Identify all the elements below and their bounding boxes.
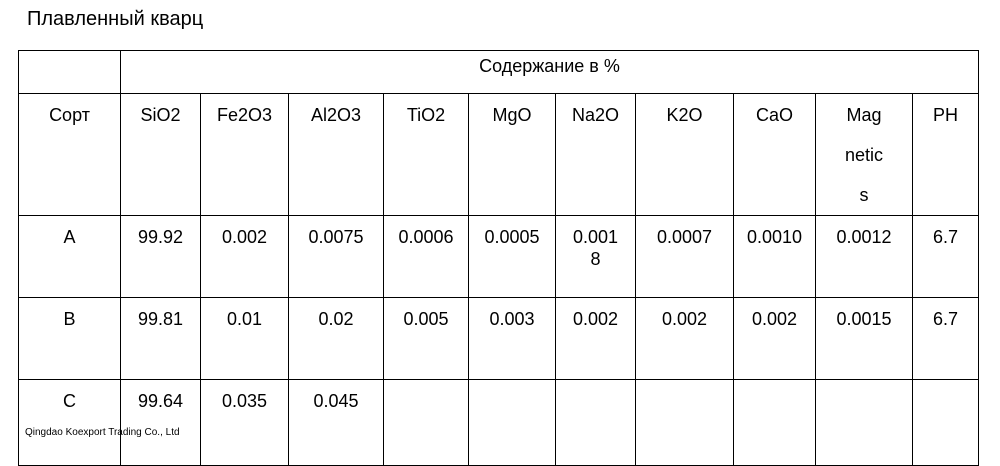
table-cell: 99.92 (120, 215, 201, 298)
table-row: C 99.64 0.035 0.045 (18, 379, 979, 466)
table-cell: B (18, 297, 121, 380)
header-cell: Magnetics (815, 93, 913, 216)
table-cell: 0.002 (200, 215, 289, 298)
header-cell: Сорт (18, 93, 121, 216)
header-text: Fe2O3 (216, 105, 273, 125)
header-cell: CaO (733, 93, 816, 216)
table-cell: 0.045 (288, 379, 384, 466)
cell-text: 0.02 (318, 309, 354, 329)
cell-text: 0.005 (403, 309, 449, 329)
composition-table: Содержание в % Сорт SiO2 Fe2O3 Al2O3 TiO2 MgO N… (18, 50, 979, 466)
cell-text: 0.002 (572, 309, 619, 329)
header-cell: Al2O3 (288, 93, 384, 216)
table-cell: 0.0007 (635, 215, 734, 298)
table-cell: 0.002 (733, 297, 816, 380)
cell-text: 0.0010 (746, 227, 803, 247)
table-cell: 99.81 (120, 297, 201, 380)
table-cell: 0.0018 (555, 215, 636, 298)
table-cell: 0.0006 (383, 215, 469, 298)
header-text: CaO (755, 105, 793, 125)
cell-text: 0.01 (226, 309, 263, 329)
table-cell: 0.0012 (815, 215, 913, 298)
cell-text: 0.035 (221, 391, 268, 411)
header-text: TiO2 (406, 105, 446, 125)
table-cell (912, 379, 979, 466)
table-cell: 0.0075 (288, 215, 384, 298)
table-row: B 99.81 0.01 0.02 0.005 0.003 0.002 0.002 0.002 0… (18, 297, 979, 380)
header-text: Al2O3 (310, 105, 362, 125)
cell-text: 0.002 (661, 309, 708, 329)
table-cell: 0.005 (383, 297, 469, 380)
header-cell: MgO (468, 93, 556, 216)
table-cell: 0.01 (200, 297, 289, 380)
table-row: A 99.92 0.002 0.0075 0.0006 0.0005 0.0018 0.000… (18, 215, 979, 298)
cell-text: 0.002 (751, 309, 798, 329)
table-cell: 6.7 (912, 215, 979, 298)
table-cell (18, 50, 121, 94)
table-cell: 0.0005 (468, 215, 556, 298)
page: {"title": "Плавленный кварц", "table": {… (18, 8, 979, 466)
table-row: Сорт SiO2 Fe2O3 Al2O3 TiO2 MgO Na2O K2O CaO Magne… (18, 93, 979, 216)
header-text: Magnetics (844, 105, 884, 205)
header-text: MgO (492, 105, 532, 125)
table-cell: 99.64 (120, 379, 201, 466)
cell-text: 99.92 (137, 227, 184, 247)
table-cell (733, 379, 816, 466)
cell-text: 0.002 (221, 227, 268, 247)
cell-text: C (63, 391, 76, 411)
table-cell: 0.002 (635, 297, 734, 380)
header-text: SiO2 (140, 105, 181, 125)
cell-text: A (63, 227, 76, 247)
cell-text: B (63, 309, 76, 329)
header-text: PH (932, 105, 958, 125)
header-text: Сорт (49, 105, 90, 125)
cell-text: 0.0006 (398, 227, 454, 247)
header-cell: Na2O (555, 93, 636, 216)
table-cell: A (18, 215, 121, 298)
cell-text: 0.0018 (572, 227, 619, 269)
table-cell: 0.02 (288, 297, 384, 380)
table-cell: 0.0015 (815, 297, 913, 380)
table-cell: 6.7 (912, 297, 979, 380)
table-cell (815, 379, 913, 466)
cell-text: 0.0007 (656, 227, 713, 247)
table-cell: C (18, 379, 121, 466)
header-cell: Fe2O3 (200, 93, 289, 216)
cell-text: 0.0005 (484, 227, 540, 247)
cell-text: 0.003 (489, 309, 535, 329)
table-cell: 0.003 (468, 297, 556, 380)
header-text: Na2O (571, 105, 620, 125)
cell-text: 6.7 (932, 309, 959, 329)
table-cell: 0.0010 (733, 215, 816, 298)
cell-text: 0.045 (313, 391, 359, 411)
cell-text: 99.64 (137, 391, 184, 411)
cell-text: 0.0012 (836, 227, 892, 247)
cell-text: 0.0075 (308, 227, 364, 247)
header-cell: TiO2 (383, 93, 469, 216)
header-cell: SiO2 (120, 93, 201, 216)
header-cell: K2O (635, 93, 734, 216)
header-text: K2O (666, 105, 703, 125)
group-header: Содержание в % (120, 50, 979, 94)
cell-text: 0.0015 (836, 309, 892, 329)
table-row: Содержание в % (18, 50, 979, 94)
page-title: Плавленный кварц (27, 8, 204, 30)
table-cell: 0.002 (555, 297, 636, 380)
header-cell: PH (912, 93, 979, 216)
footer: Qingdao Koexport Trading Co., Ltd (25, 427, 180, 438)
cell-text: 99.81 (137, 309, 184, 329)
cell-text: 6.7 (932, 227, 959, 247)
